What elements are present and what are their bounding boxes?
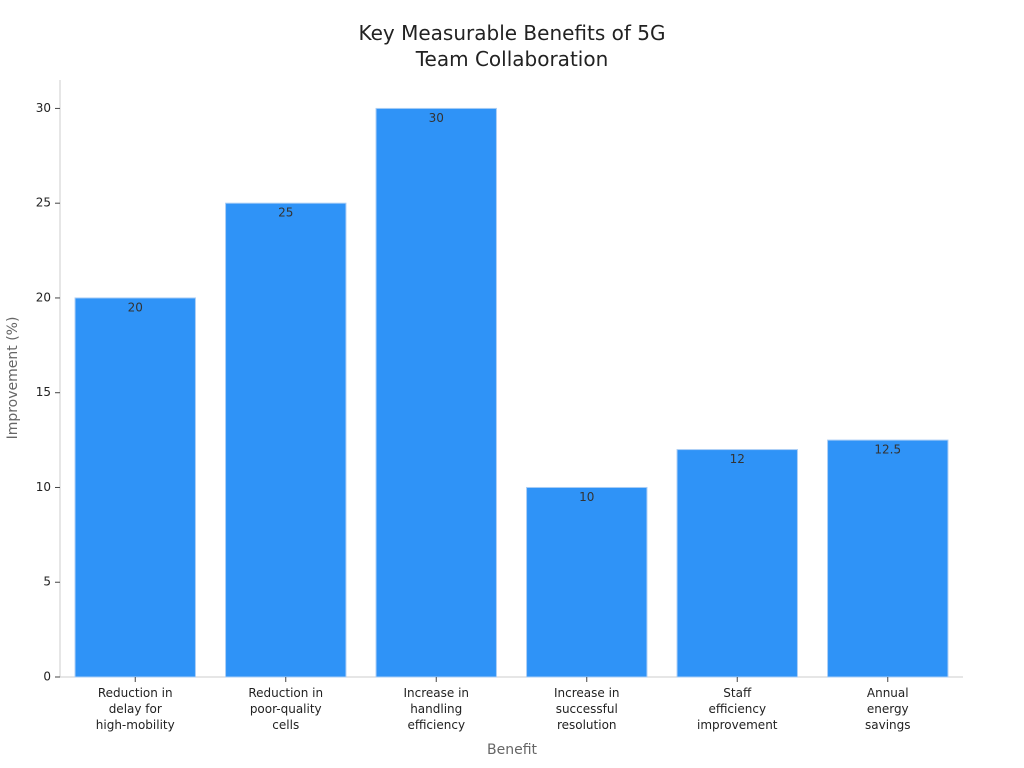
- y-tick-label: 20: [36, 290, 51, 304]
- x-tick-label: Reduction in delay for high-mobility: [95, 686, 175, 732]
- bar: [375, 107, 497, 678]
- bar: [676, 449, 798, 678]
- bar: [74, 297, 196, 678]
- value-label: 25: [278, 206, 293, 220]
- x-tick-label: Staff efficiency improvement: [696, 686, 778, 732]
- x-axis-label: Benefit: [486, 742, 538, 758]
- bar: [225, 202, 347, 678]
- x-tick-label: Increase in handling efficiency: [403, 686, 470, 732]
- y-tick-label: 5: [43, 575, 51, 589]
- y-tick-label: 25: [36, 196, 51, 210]
- y-tick-label: 0: [43, 670, 51, 684]
- x-tick-label: Increase in successful resolution: [553, 686, 620, 732]
- y-tick-label: 30: [36, 101, 51, 115]
- value-label: 20: [128, 300, 143, 314]
- y-tick-label: 10: [36, 480, 51, 494]
- value-label: 12: [730, 452, 745, 466]
- x-tick-label: Reduction in poor-quality cells: [248, 686, 324, 732]
- value-label: 30: [429, 111, 444, 125]
- y-tick-label: 15: [36, 385, 51, 399]
- x-tick-label: Annual energy savings: [864, 686, 911, 732]
- value-label: 12.5: [874, 443, 901, 457]
- value-label: 10: [579, 490, 594, 504]
- y-axis-label: Improvement (%): [5, 317, 21, 440]
- bar: [526, 486, 648, 678]
- chart-title: Key Measurable Benefits of 5G Team Colla…: [358, 21, 666, 71]
- bar: [827, 439, 949, 678]
